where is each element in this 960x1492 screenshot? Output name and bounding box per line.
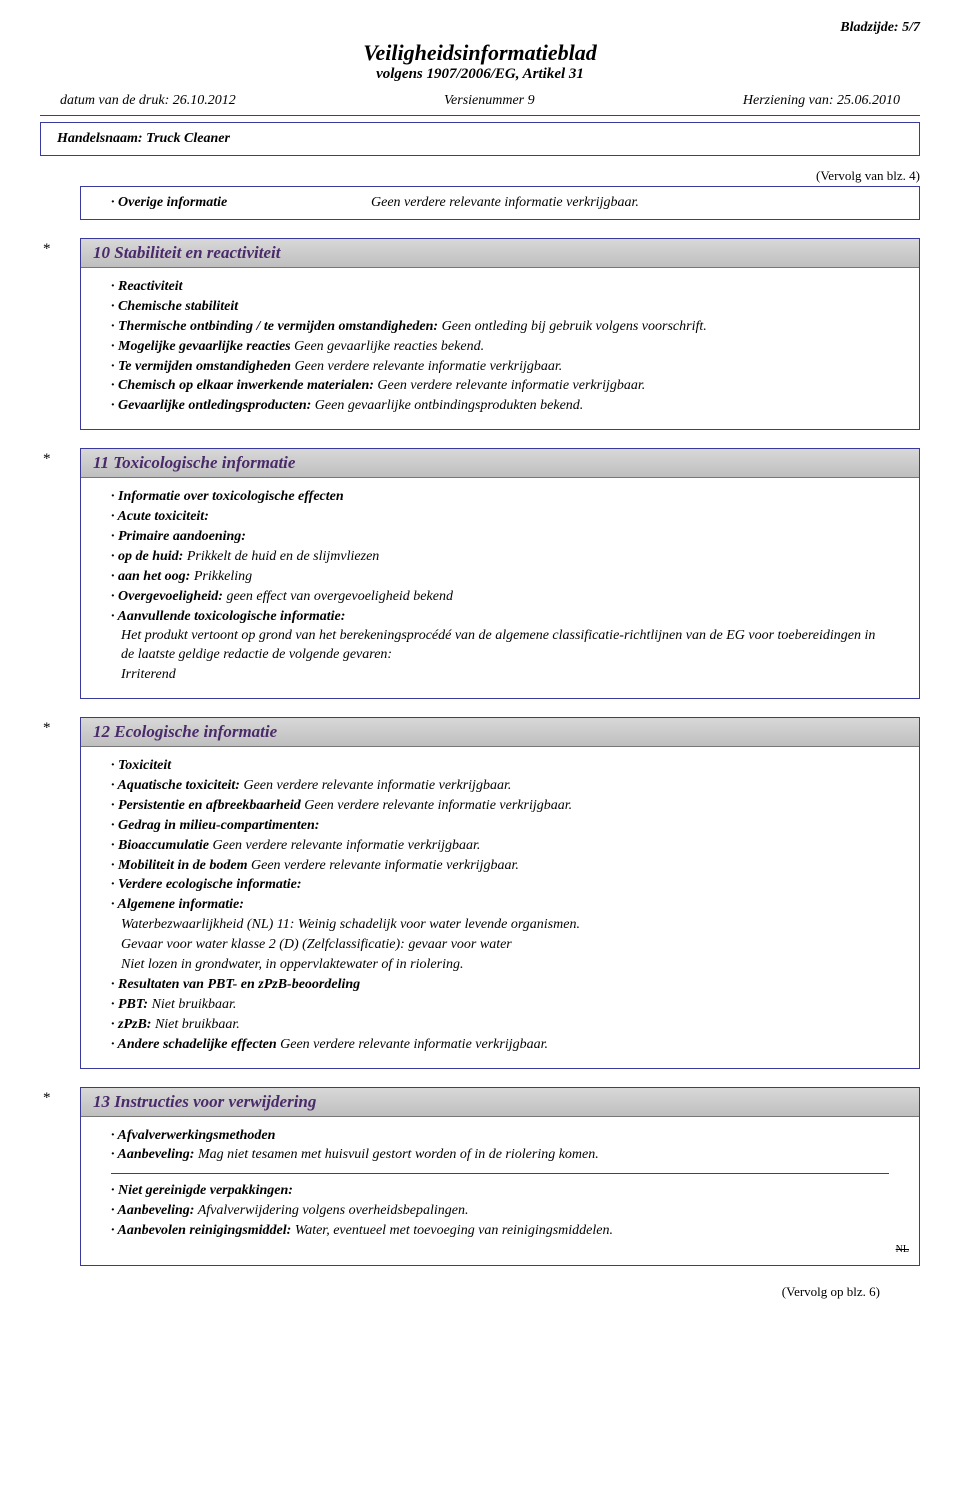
- revision-date: Herziening van: 25.06.2010: [743, 93, 900, 109]
- s13-g2-1-b: · Aanbeveling:: [111, 1203, 194, 1218]
- s11-item-5-t: geen effect van overgevoeligheid bekend: [223, 589, 453, 604]
- s12-b3-b: · Andere schadelijke effecten: [111, 1037, 277, 1052]
- s12-t3-b: · Gedrag in milieu-compartimenten:: [111, 818, 319, 833]
- s10-item-3-b: · Mogelijke gevaarlijke reacties: [111, 339, 291, 354]
- section-12-title: 12 Ecologische informatie: [81, 718, 919, 747]
- divider: [40, 115, 920, 116]
- s12-para-0: Waterbezwaarlijkheid (NL) 11: Weinig sch…: [121, 916, 889, 935]
- s13-g1-1-t: Mag niet tesamen met huisvuil gestort wo…: [194, 1147, 598, 1162]
- section-10-title: 10 Stabiliteit en reactiviteit: [81, 239, 919, 268]
- s11-para2: Irriterend: [121, 666, 889, 685]
- section-13-body: · Afvalverwerkingsmethoden · Aanbeveling…: [81, 1117, 919, 1244]
- s11-item-4-t: Prikkeling: [190, 569, 252, 584]
- s12-t5-t: Geen verdere relevante informatie verkri…: [248, 858, 519, 873]
- s13-g1-0-b: · Afvalverwerkingsmethoden: [111, 1128, 275, 1143]
- document-subtitle: volgens 1907/2006/EG, Artikel 31: [40, 66, 920, 83]
- s12-t6-b: · Verdere ecologische informatie:: [111, 877, 302, 892]
- page-number: Bladzijde: 5/7: [40, 20, 920, 36]
- section-10-body: · Reactiviteit · Chemische stabiliteit ·…: [81, 268, 919, 419]
- trade-name-label: Handelsnaam: Truck Cleaner: [57, 131, 230, 146]
- s11-para1: Het produkt vertoont op grond van het be…: [121, 627, 889, 665]
- section-star: *: [43, 720, 51, 737]
- s12-t2-t: Geen verdere relevante informatie verkri…: [301, 798, 572, 813]
- s10-item-2-b: · Thermische ontbinding / te vermijden o…: [111, 319, 438, 334]
- s13-g2-1-t: Afvalverwijdering volgens overheidsbepal…: [194, 1203, 468, 1218]
- s10-item-4-t: Geen verdere relevante informatie verkri…: [291, 359, 562, 374]
- s10-item-4-b: · Te vermijden omstandigheden: [111, 359, 291, 374]
- s12-b1-b: · PBT:: [111, 997, 148, 1012]
- s10-item-2-t: Geen ontleding bij gebruik volgens voors…: [438, 319, 707, 334]
- version-number: Versienummer 9: [444, 93, 535, 109]
- meta-row: datum van de druk: 26.10.2012 Versienumm…: [40, 93, 920, 109]
- continued-from: (Vervolg van blz. 4): [40, 168, 920, 184]
- s11-item-3-b: · op de huid:: [111, 549, 183, 564]
- section-11: * 11 Toxicologische informatie · Informa…: [80, 448, 920, 699]
- section-12-body: · Toxiciteit · Aquatische toxiciteit: Ge…: [81, 747, 919, 1057]
- continued-on: (Vervolg op blz. 6): [40, 1284, 880, 1300]
- s12-t5-b: · Mobiliteit in de bodem: [111, 858, 248, 873]
- s12-t4-b: · Bioaccumulatie: [111, 838, 209, 853]
- s12-t4-t: Geen verdere relevante informatie verkri…: [209, 838, 480, 853]
- print-date: datum van de druk: 26.10.2012: [60, 93, 236, 109]
- s10-item-5-b: · Chemisch op elkaar inwerkende material…: [111, 378, 374, 393]
- s11-item-6-b: · Aanvullende toxicologische informatie:: [111, 609, 345, 624]
- section-13-title: 13 Instructies voor verwijdering: [81, 1088, 919, 1117]
- s12-para-2: Niet lozen in grondwater, in oppervlakte…: [121, 956, 889, 975]
- s10-item-1-b: · Chemische stabiliteit: [111, 299, 238, 314]
- s12-b0-b: · Resultaten van PBT- en zPzB-beoordelin…: [111, 977, 360, 992]
- s10-item-0-b: · Reactiviteit: [111, 279, 183, 294]
- trade-name-box: Handelsnaam: Truck Cleaner: [40, 122, 920, 156]
- s10-item-6-t: Geen gevaarlijke ontbindingsprodukten be…: [311, 398, 583, 413]
- sub-divider: [111, 1173, 889, 1174]
- s11-item-5-b: · Overgevoeligheid:: [111, 589, 223, 604]
- section-star: *: [43, 1090, 51, 1107]
- s11-item-4-b: · aan het oog:: [111, 569, 190, 584]
- s12-t1-t: Geen verdere relevante informatie verkri…: [240, 778, 511, 793]
- s10-item-6-b: · Gevaarlijke ontledingsproducten:: [111, 398, 311, 413]
- s12-t0-b: · Toxiciteit: [111, 758, 171, 773]
- s11-item-0-b: · Informatie over toxicologische effecte…: [111, 489, 344, 504]
- section-13: * 13 Instructies voor verwijdering · Afv…: [80, 1087, 920, 1266]
- s12-b2-t: Niet bruikbaar.: [151, 1017, 239, 1032]
- s12-b3-t: Geen verdere relevante informatie verkri…: [277, 1037, 548, 1052]
- s13-g1-1-b: · Aanbeveling:: [111, 1147, 194, 1162]
- s12-t2-b: · Persistentie en afbreekbaarheid: [111, 798, 301, 813]
- s12-b2-b: · zPzB:: [111, 1017, 151, 1032]
- s11-item-1-b: · Acute toxiciteit:: [111, 509, 209, 524]
- section-star: *: [43, 451, 51, 468]
- s12-para-1: Gevaar voor water klasse 2 (D) (Zelfclas…: [121, 936, 889, 955]
- overige-value: Geen verdere relevante informatie verkri…: [371, 195, 639, 211]
- document-title: Veiligheidsinformatieblad: [40, 40, 920, 66]
- s11-item-2-b: · Primaire aandoening:: [111, 529, 246, 544]
- section-12: * 12 Ecologische informatie · Toxiciteit…: [80, 717, 920, 1068]
- section-11-body: · Informatie over toxicologische effecte…: [81, 478, 919, 688]
- s12-t7-b: · Algemene informatie:: [111, 897, 244, 912]
- s13-g2-2-t: Water, eventueel met toevoeging van rein…: [291, 1223, 613, 1238]
- nl-mark: NL: [81, 1244, 909, 1255]
- s13-g2-0-b: · Niet gereinigde verpakkingen:: [111, 1183, 293, 1198]
- s12-t1-b: · Aquatische toxiciteit:: [111, 778, 240, 793]
- section-11-title: 11 Toxicologische informatie: [81, 449, 919, 478]
- s10-item-3-t: Geen gevaarlijke reacties bekend.: [291, 339, 484, 354]
- s10-item-5-t: Geen verdere relevante informatie verkri…: [374, 378, 645, 393]
- s12-b1-t: Niet bruikbaar.: [148, 997, 236, 1012]
- section-10: * 10 Stabiliteit en reactiviteit · React…: [80, 238, 920, 430]
- s11-item-3-t: Prikkelt de huid en de slijmvliezen: [183, 549, 379, 564]
- overige-info-box: · Overige informatie Geen verdere releva…: [80, 186, 920, 220]
- overige-label: · Overige informatie: [111, 195, 371, 211]
- s13-g2-2-b: · Aanbevolen reinigingsmiddel:: [111, 1223, 291, 1238]
- section-star: *: [43, 241, 51, 258]
